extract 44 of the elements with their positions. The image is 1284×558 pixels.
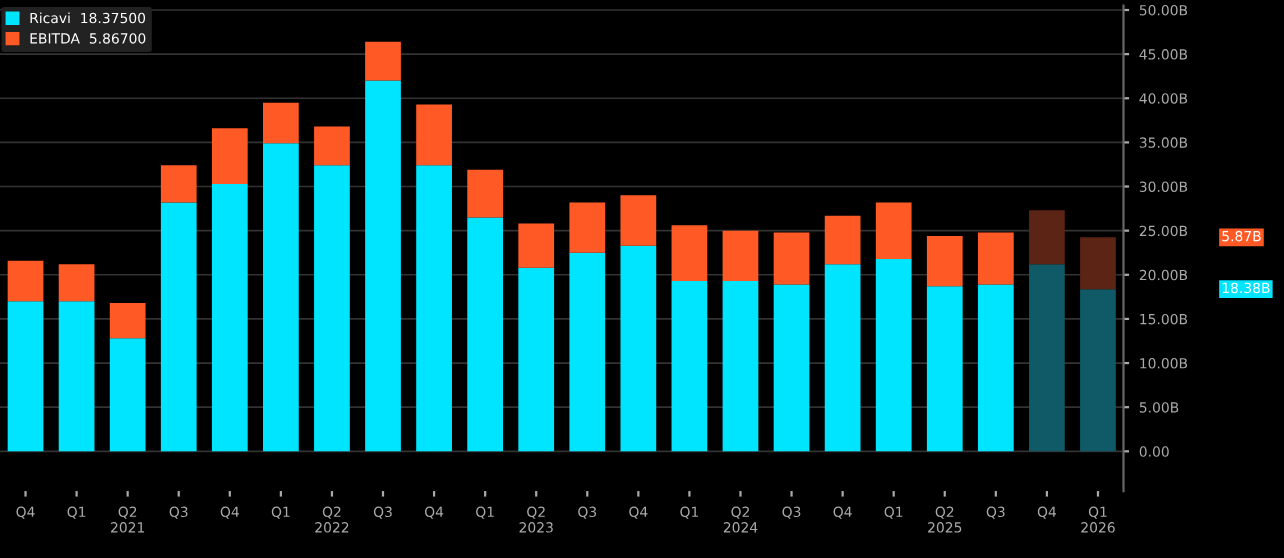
bar <box>467 217 504 452</box>
bar <box>671 225 708 281</box>
bar <box>518 223 555 268</box>
bar <box>569 202 606 253</box>
bar <box>263 143 299 452</box>
bar <box>926 235 963 287</box>
bar <box>467 169 504 218</box>
bar <box>109 303 146 339</box>
bar <box>1029 264 1065 452</box>
bar <box>722 230 759 281</box>
bar <box>824 264 861 452</box>
bar <box>671 280 708 452</box>
bar <box>211 128 248 184</box>
bar <box>7 260 44 302</box>
bar <box>58 301 95 452</box>
bar <box>160 202 197 452</box>
bar <box>926 286 963 452</box>
bar <box>1080 237 1116 290</box>
bar <box>1029 210 1065 265</box>
bar <box>314 126 350 166</box>
bar <box>365 80 401 452</box>
bar <box>773 284 810 452</box>
bar <box>569 252 606 452</box>
bar <box>7 301 44 452</box>
bar <box>160 165 197 203</box>
bar <box>875 202 912 259</box>
bar <box>977 232 1014 285</box>
bar <box>824 215 861 265</box>
bar <box>875 258 912 452</box>
bar <box>620 245 657 452</box>
bar <box>416 104 452 166</box>
bar <box>263 102 299 144</box>
bar <box>722 280 759 452</box>
bar <box>773 232 810 285</box>
bar <box>314 165 350 452</box>
bar <box>977 284 1014 452</box>
bar <box>518 267 555 452</box>
bar <box>109 338 146 452</box>
bar <box>211 183 248 452</box>
bar <box>416 165 452 452</box>
bar <box>365 41 401 81</box>
bar <box>1080 289 1116 452</box>
bar <box>620 195 657 246</box>
bar <box>58 264 95 302</box>
